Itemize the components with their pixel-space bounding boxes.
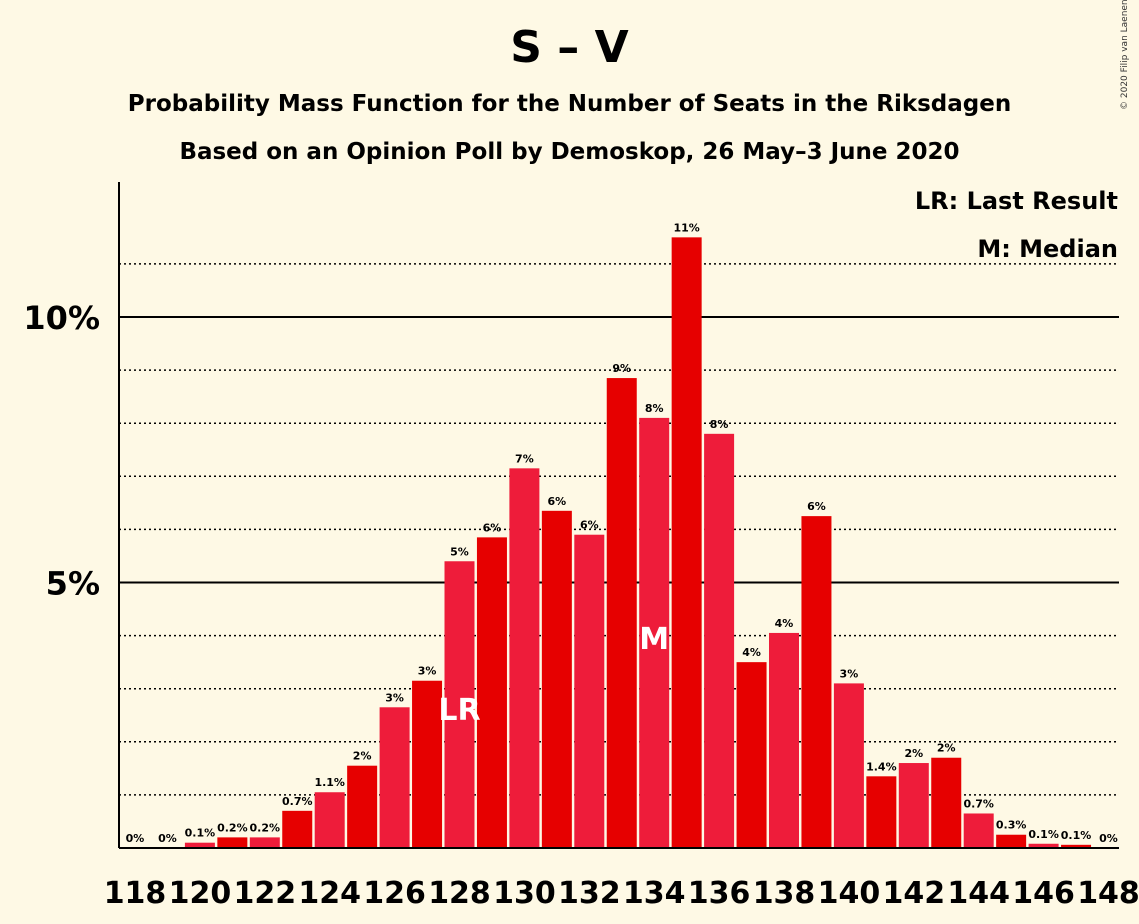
markers: LR M	[438, 622, 669, 728]
median-marker: M	[639, 622, 669, 657]
data-label-seat-132: 6%	[580, 519, 599, 532]
chart-title: S – V	[510, 22, 629, 73]
bar-seat-143	[931, 757, 962, 848]
data-label-seat-126: 3%	[385, 691, 404, 704]
y-tick-label: 10%	[23, 299, 100, 337]
chart-subtitle: Probability Mass Function for the Number…	[127, 91, 1012, 117]
data-label-seat-125: 2%	[353, 750, 372, 763]
data-label-seat-137: 4%	[742, 646, 761, 659]
x-tick-label: 126	[363, 876, 426, 911]
data-label-seat-130: 7%	[515, 452, 534, 465]
bar-seat-127	[412, 680, 443, 848]
bar-seat-137	[736, 662, 767, 848]
x-tick-label: 142	[882, 876, 945, 911]
bar-seat-133	[606, 378, 637, 848]
bar-seat-144	[963, 813, 994, 848]
bar-seat-146	[1028, 843, 1059, 848]
bar-seat-140	[833, 683, 864, 848]
chart-source: Based on an Opinion Poll by Demoskop, 26…	[179, 139, 960, 165]
bar-seat-120	[184, 842, 215, 848]
x-tick-label: 122	[233, 876, 296, 911]
x-tick-label: 148	[1077, 876, 1139, 911]
data-label-seat-129: 6%	[483, 521, 502, 534]
bars	[184, 237, 1092, 849]
legend-median: M: Median	[977, 235, 1118, 263]
data-label-seat-128: 5%	[450, 545, 469, 558]
x-tick-label: 144	[947, 876, 1010, 911]
y-tick-label: 5%	[46, 565, 100, 603]
data-label-seat-124: 1.1%	[314, 776, 345, 789]
bar-seat-131	[541, 510, 572, 848]
legend-last-result: LR: Last Result	[915, 187, 1118, 215]
data-label-seat-120: 0.1%	[185, 827, 216, 840]
x-tick-label: 120	[169, 876, 232, 911]
x-tick-label: 124	[298, 876, 361, 911]
bar-seat-147	[1061, 844, 1092, 848]
bar-seat-124	[314, 792, 345, 848]
data-label-seat-147: 0.1%	[1061, 829, 1092, 842]
bar-seat-141	[866, 776, 897, 848]
bar-seat-122	[249, 837, 280, 848]
bar-seat-123	[282, 810, 313, 848]
data-label-seat-133: 9%	[612, 362, 631, 375]
bar-seat-145	[996, 834, 1027, 848]
bar-seat-132	[574, 534, 605, 848]
last-result-marker: LR	[438, 693, 480, 728]
x-tick-label: 140	[818, 876, 881, 911]
x-tick-label: 138	[753, 876, 816, 911]
x-tick-label: 132	[558, 876, 621, 911]
data-label-seat-134: 8%	[645, 402, 664, 415]
data-label-seat-127: 3%	[418, 665, 437, 678]
data-label-seat-143: 2%	[937, 742, 956, 755]
bar-seat-121	[217, 837, 248, 848]
data-label-seat-131: 6%	[548, 495, 567, 508]
bar-seat-125	[347, 765, 378, 848]
bar-seat-139	[801, 516, 832, 848]
data-label-seat-136: 8%	[710, 418, 729, 431]
x-tick-label: 130	[493, 876, 556, 911]
data-label-seat-144: 0.7%	[963, 797, 994, 810]
y-tick-labels: 5% 10%	[23, 299, 100, 603]
bar-seat-138	[769, 632, 799, 848]
bar-seat-134	[639, 417, 670, 848]
axes	[118, 182, 1119, 849]
data-label-seat-135: 11%	[673, 221, 699, 234]
bar-seat-130	[509, 468, 540, 848]
x-tick-label: 118	[104, 876, 167, 911]
x-tick-label: 146	[1012, 876, 1075, 911]
data-label-seat-123: 0.7%	[282, 795, 313, 808]
x-tick-label: 134	[623, 876, 686, 911]
data-label-seat-122: 0.2%	[250, 821, 281, 834]
bar-seat-136	[704, 433, 735, 848]
data-label-seat-141: 1.4%	[866, 760, 897, 773]
data-label-seat-121: 0.2%	[217, 821, 248, 834]
bar-seat-128	[444, 561, 475, 848]
bar-seat-129	[476, 537, 507, 848]
data-label-seat-139: 6%	[807, 500, 826, 513]
bar-seat-142	[898, 763, 929, 848]
data-label-seat-118: 0%	[126, 832, 145, 845]
data-label-seat-119: 0%	[158, 832, 177, 845]
data-label-seat-142: 2%	[904, 747, 923, 760]
data-label-seat-140: 3%	[840, 667, 859, 680]
x-tick-label: 136	[688, 876, 751, 911]
data-label-seat-145: 0.3%	[996, 819, 1027, 832]
bar-seat-135	[671, 237, 702, 849]
data-label-seat-138: 4%	[775, 617, 794, 630]
x-tick-label: 128	[428, 876, 491, 911]
data-label-seat-148: 0%	[1099, 832, 1118, 845]
x-tick-labels: 118 120 122 124 126 128 130 132 134 136 138 140 142 1…	[104, 876, 1139, 911]
data-label-seat-146: 0.1%	[1028, 828, 1059, 841]
data-labels: 0% 0% 0.1% 0.2% 0.2%0.7%1.1%2%3%3%5%6%7%6%6%…	[126, 221, 1118, 845]
bar-seat-126	[379, 707, 410, 848]
